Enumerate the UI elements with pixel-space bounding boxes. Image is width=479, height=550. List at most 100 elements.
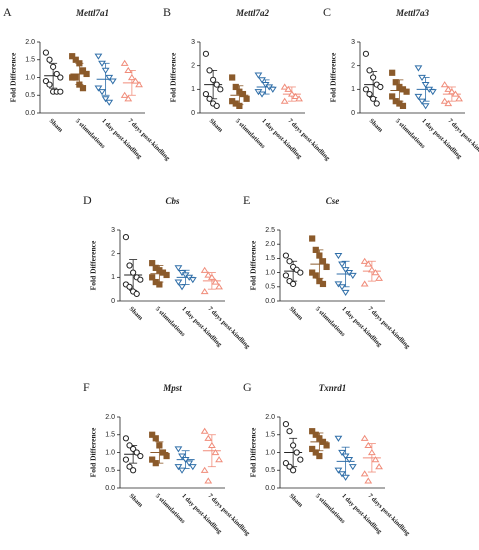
point — [282, 252, 290, 259]
point — [377, 83, 384, 91]
point — [101, 67, 110, 74]
point — [137, 452, 144, 460]
point — [440, 97, 449, 104]
point — [215, 456, 223, 463]
point — [131, 77, 140, 84]
panel: G Txnrd1 Fold Difference 0.0 0.5 1.0 1.5 2.0 Sha… — [243, 380, 411, 538]
point — [200, 427, 209, 434]
point — [159, 449, 167, 456]
point — [403, 88, 410, 95]
y-tick-label: 0.0 — [105, 485, 115, 492]
point — [188, 277, 197, 284]
point — [366, 90, 373, 98]
point — [156, 281, 163, 288]
point — [163, 452, 170, 460]
point — [421, 103, 430, 110]
point — [98, 89, 106, 96]
point — [133, 449, 140, 456]
point — [200, 466, 209, 473]
point — [149, 260, 156, 267]
point — [185, 460, 194, 467]
x-tick-label: 7 days post-kindling — [286, 118, 331, 163]
panel-title: Mpst — [162, 383, 182, 393]
y-axis-label: Fold Difference — [249, 240, 258, 290]
point — [370, 95, 377, 102]
point — [319, 258, 327, 265]
point — [152, 460, 159, 467]
x-tick-label: Sham — [128, 306, 145, 323]
point — [319, 438, 327, 445]
point — [126, 442, 133, 449]
point — [341, 474, 350, 481]
y-tick-label: 1.5 — [105, 432, 115, 439]
panel-letter: D — [83, 193, 92, 207]
point — [152, 435, 159, 442]
x-tick-label: 7 days post-kindling — [366, 306, 411, 351]
point — [319, 280, 327, 288]
point — [362, 50, 370, 57]
point — [79, 85, 87, 92]
y-tick-label: 2 — [351, 63, 355, 70]
y-tick-label: 1.5 — [25, 57, 35, 64]
y-tick-label: 1.5 — [265, 255, 275, 262]
y-tick-label: 0.0 — [265, 298, 275, 305]
point — [284, 85, 293, 92]
point — [149, 431, 156, 438]
point — [72, 56, 79, 63]
y-tick-label: 3 — [111, 227, 115, 234]
point — [312, 431, 319, 438]
point — [137, 276, 144, 283]
y-axis-label: Fold Difference — [9, 52, 18, 102]
y-tick-label: 2 — [191, 63, 195, 70]
point — [268, 86, 277, 93]
point — [126, 262, 133, 269]
point — [334, 252, 343, 260]
point — [399, 102, 407, 110]
x-tick-label: Sham — [368, 118, 385, 135]
point — [76, 81, 83, 88]
point — [126, 283, 133, 290]
point — [421, 82, 430, 89]
x-tick-label: Sham — [208, 118, 225, 135]
point — [174, 446, 183, 453]
point — [46, 56, 53, 63]
y-axis-label: Fold Difference — [89, 427, 98, 477]
point — [42, 49, 50, 56]
point — [163, 271, 170, 279]
point — [290, 280, 297, 288]
y-tick-label: 0.5 — [265, 467, 275, 474]
y-axis-label: Fold Difference — [169, 52, 178, 102]
point — [348, 464, 357, 471]
point — [367, 266, 376, 273]
y-tick-label: 0 — [351, 110, 355, 117]
panel-letter: A — [3, 5, 12, 19]
x-tick-label: Sham — [48, 118, 65, 135]
point — [94, 53, 103, 60]
point — [447, 88, 456, 95]
point — [188, 464, 197, 471]
point — [297, 456, 304, 463]
point — [211, 278, 220, 285]
point — [280, 97, 289, 104]
y-tick-label: 3 — [191, 39, 195, 46]
x-tick-label: Sham — [288, 493, 305, 510]
point — [392, 79, 399, 86]
point — [174, 464, 183, 471]
point — [124, 95, 133, 102]
point — [316, 435, 323, 442]
point — [207, 441, 216, 448]
point — [316, 452, 323, 460]
point — [341, 453, 350, 460]
point — [178, 467, 186, 474]
y-tick-label: 1.0 — [265, 449, 275, 456]
panel-title: Txnrd1 — [319, 383, 347, 393]
y-tick-label: 2.0 — [25, 39, 35, 46]
y-tick-label: 2.0 — [265, 414, 275, 421]
point — [79, 67, 87, 74]
point — [236, 102, 243, 110]
point — [309, 428, 316, 435]
y-tick-label: 2.5 — [265, 227, 275, 234]
point — [293, 449, 300, 456]
point — [360, 257, 369, 264]
